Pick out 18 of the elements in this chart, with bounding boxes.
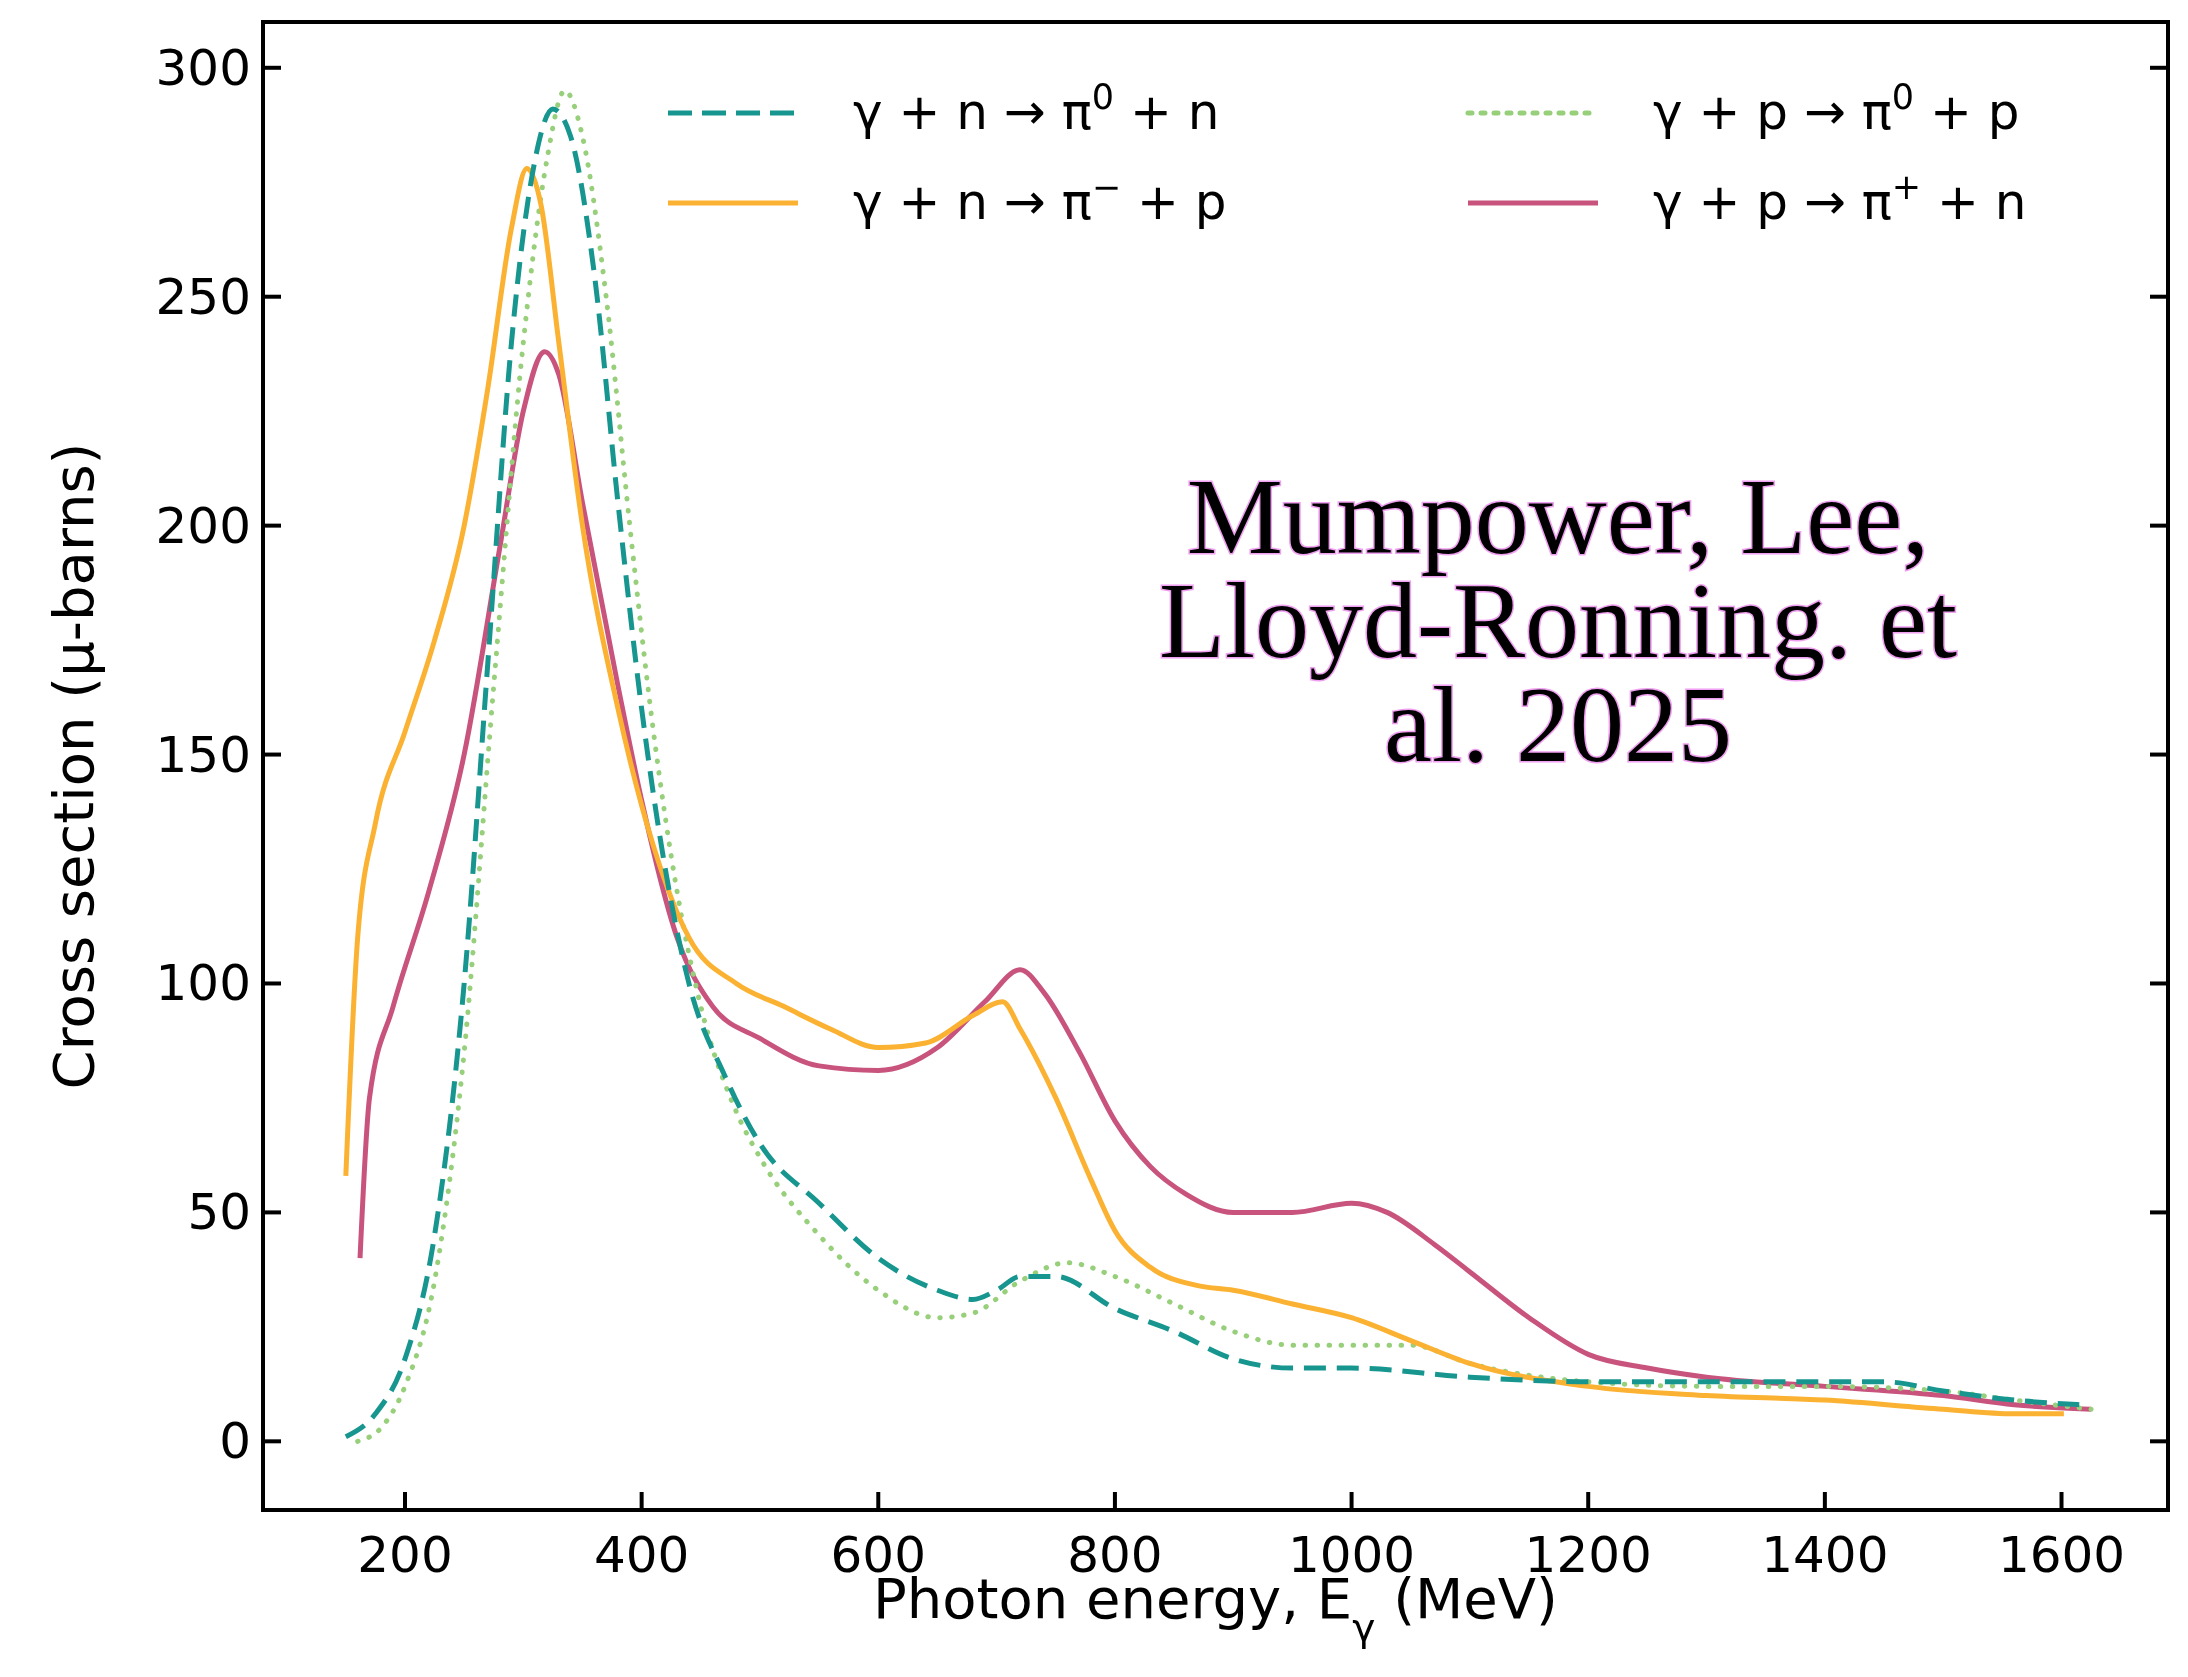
y-axis-title: Cross section (μ-barns) xyxy=(41,442,106,1090)
legend-label: γ + p → π$^{0}$ + p xyxy=(1653,77,2020,141)
x-tick-label: 1600 xyxy=(1997,1526,2126,1584)
y-tick-label: 100 xyxy=(155,954,251,1013)
y-tick-label: 150 xyxy=(155,725,251,784)
y-tick-label: 50 xyxy=(187,1183,251,1242)
y-tick-label: 250 xyxy=(155,267,251,326)
y-tick-label: 200 xyxy=(155,496,251,555)
legend-label: γ + n → π$^{−}$ + p xyxy=(853,167,1227,231)
y-tick-label: 0 xyxy=(219,1412,251,1471)
legend-label: γ + n → π$^{0}$ + n xyxy=(853,77,1220,141)
x-tick-label: 200 xyxy=(357,1526,453,1584)
x-tick-label: 400 xyxy=(593,1526,690,1584)
annotation: Mumpower, Lee, Lloyd-Ronning. et al. 2025 xyxy=(1159,457,1957,784)
x-tick-label: 1400 xyxy=(1761,1526,1889,1584)
legend-label: γ + p → π$^{+}$ + n xyxy=(1653,167,2027,231)
x-tick-label: 800 xyxy=(1067,1526,1163,1584)
y-tick-label: 300 xyxy=(155,38,251,97)
